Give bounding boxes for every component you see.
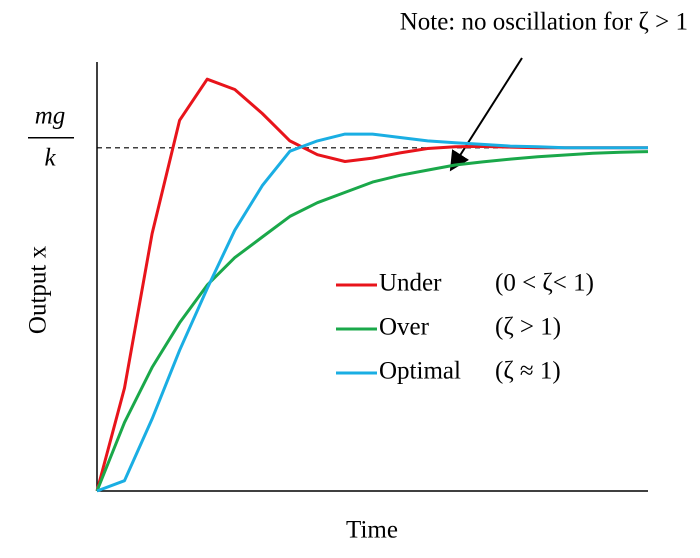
legend-condition: (0 < ζ< 1) [495, 270, 594, 297]
annotation: Note: no oscillation for ζ > 1 [400, 9, 688, 36]
y-tick-label-denominator: k [44, 145, 56, 172]
annotation-arrow [449, 57, 523, 172]
y-tick-label-numerator: mg [35, 103, 66, 130]
series-line [96, 132, 648, 493]
legend-label: Over [379, 314, 430, 341]
y-axis-label: Output x [25, 245, 52, 334]
legend-label: Optimal [379, 358, 461, 385]
x-axis-label: Time [346, 517, 398, 544]
legend-condition: (ζ ≈ 1) [495, 358, 561, 385]
legend-label: Under [379, 270, 442, 297]
series-line [95, 150, 649, 492]
legend-condition: (ζ > 1) [495, 314, 561, 341]
